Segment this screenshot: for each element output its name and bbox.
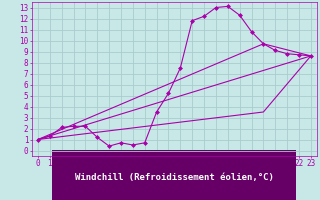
X-axis label: Windchill (Refroidissement éolien,°C): Windchill (Refroidissement éolien,°C) <box>75 173 274 182</box>
